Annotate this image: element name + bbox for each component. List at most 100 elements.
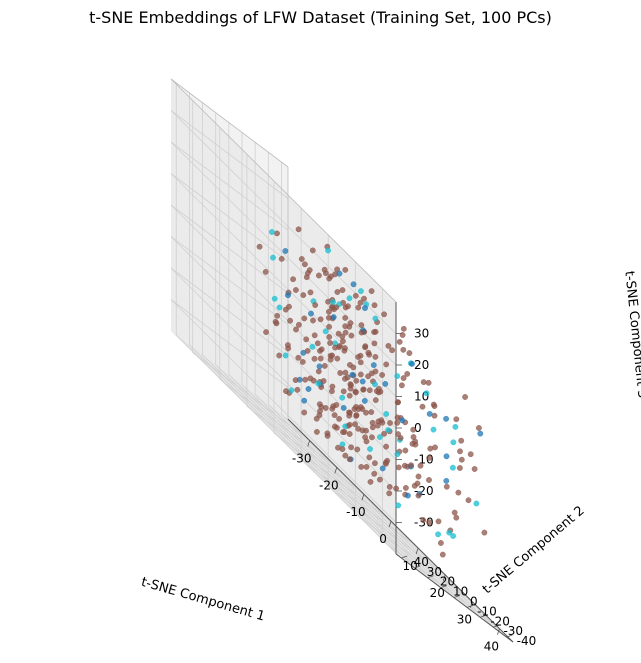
data-point: [473, 500, 480, 507]
data-point: [326, 275, 333, 282]
data-point: [268, 229, 275, 235]
data-point: [357, 299, 364, 306]
data-point: [453, 416, 460, 423]
data-point: [371, 340, 378, 347]
data-point: [306, 267, 313, 273]
x-axis-line: [287, 418, 514, 643]
data-point: [262, 268, 269, 275]
data-point: [336, 342, 343, 349]
data-point: [315, 272, 322, 279]
data-point: [350, 364, 357, 371]
data-point: [393, 485, 400, 492]
data-point: [355, 425, 362, 432]
data-point: [326, 323, 332, 330]
data-point: [334, 289, 341, 295]
data-point: [312, 302, 319, 308]
data-point: [325, 247, 331, 254]
y-tick-label: 10: [453, 585, 468, 599]
data-point: [317, 316, 324, 323]
data-point: [455, 489, 462, 496]
data-point: [415, 492, 422, 499]
data-point: [446, 529, 453, 536]
data-point: [443, 477, 450, 484]
data-point: [471, 466, 478, 472]
data-point: [401, 462, 408, 469]
data-point: [346, 421, 353, 428]
data-point: [292, 377, 299, 383]
data-point: [386, 490, 393, 497]
grid-line: [170, 173, 289, 262]
data-point: [270, 254, 276, 261]
data-point: [347, 382, 354, 389]
data-point: [335, 330, 342, 337]
data-point: [298, 256, 305, 262]
data-point: [400, 375, 407, 381]
grid-line: [170, 299, 397, 523]
data-point: [342, 329, 349, 336]
data-point: [272, 318, 279, 325]
data-point: [352, 421, 358, 428]
x-tick-label: 30: [457, 613, 472, 627]
data-point: [398, 382, 405, 389]
grid-line: [254, 393, 481, 618]
data-point: [410, 426, 417, 433]
data-point: [362, 305, 368, 311]
data-point: [371, 302, 378, 309]
data-point: [340, 404, 347, 411]
data-point: [330, 314, 337, 320]
x-tick-mark: [307, 440, 311, 447]
data-point: [295, 226, 302, 233]
data-point: [355, 354, 361, 360]
x-tick-mark: [497, 628, 500, 635]
data-point: [386, 483, 393, 490]
grid-line: [170, 267, 289, 357]
data-point: [387, 420, 393, 426]
grid-line: [215, 364, 441, 588]
data-point: [402, 484, 409, 491]
data-point: [368, 434, 375, 441]
z-tick-label: 30: [414, 327, 429, 341]
data-point: [367, 446, 373, 452]
data-point: [303, 336, 310, 343]
data-point: [369, 424, 376, 431]
data-point: [372, 397, 379, 403]
data-point: [285, 345, 292, 352]
data-point: [263, 329, 269, 335]
grid-line: [267, 403, 494, 628]
data-point: [307, 289, 314, 296]
x-axis-label: t-SNE Component 1: [139, 575, 266, 625]
y-tick-mark: [414, 565, 421, 569]
data-point: [357, 371, 364, 378]
data-point: [336, 415, 342, 422]
data-point: [430, 401, 437, 408]
data-point: [394, 399, 401, 406]
data-point: [310, 317, 316, 324]
data-point: [400, 346, 407, 353]
data-point: [301, 261, 308, 268]
grid-line: [170, 204, 397, 429]
data-point: [282, 248, 289, 254]
data-point: [467, 451, 474, 458]
data-point: [406, 350, 413, 356]
grid-line: [170, 204, 289, 294]
y-tick-mark: [440, 585, 447, 588]
z-tick-label: 20: [414, 358, 429, 372]
data-point: [341, 429, 348, 435]
x-tick-label: -10: [346, 505, 366, 519]
data-point: [288, 387, 295, 394]
data-point: [372, 315, 379, 322]
x-tick-mark: [442, 574, 446, 581]
data-point: [339, 441, 346, 448]
grid-line: [281, 413, 507, 638]
data-point: [475, 425, 482, 431]
y-tick-label: -10: [477, 604, 497, 618]
data-point: [408, 462, 414, 469]
chart-title: t-SNE Embeddings of LFW Dataset (Trainin…: [89, 8, 552, 27]
data-point: [437, 540, 444, 546]
data-point: [318, 403, 325, 410]
data-point: [395, 502, 402, 509]
data-point: [402, 447, 409, 454]
pane-edge: [170, 78, 397, 303]
data-point: [342, 266, 349, 273]
data-point: [443, 453, 450, 460]
